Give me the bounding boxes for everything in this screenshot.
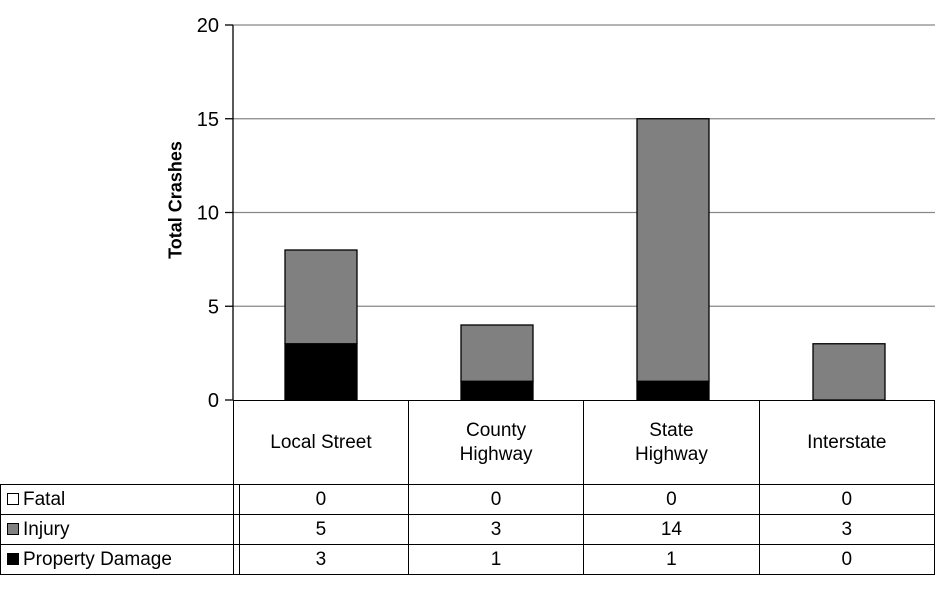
legend-row-property-damage: Property Damage bbox=[0, 544, 240, 575]
category-label-line: Highway bbox=[459, 443, 533, 465]
bar-injury bbox=[284, 249, 358, 345]
data-table-value: 3 bbox=[233, 544, 409, 575]
y-tick-label: 20 bbox=[197, 15, 219, 37]
legend-row-fatal: Fatal bbox=[0, 484, 240, 515]
legend-label: Fatal bbox=[23, 488, 66, 510]
bar-injury bbox=[812, 343, 886, 401]
category-label-line: Highway bbox=[634, 443, 708, 465]
bar-injury bbox=[460, 324, 534, 382]
y-tick-label: 0 bbox=[208, 390, 219, 412]
bar-injury bbox=[636, 118, 710, 382]
category-label: State Highway bbox=[583, 400, 760, 485]
category-label: Interstate bbox=[758, 400, 935, 485]
bar-property-damage bbox=[636, 380, 710, 401]
category-label-line: Local Street bbox=[270, 431, 372, 453]
data-table-value: 3 bbox=[407, 514, 585, 545]
data-table-value: 1 bbox=[407, 544, 585, 575]
bar-property-damage bbox=[460, 380, 534, 401]
category-label: Local Street bbox=[233, 400, 409, 485]
category-label-line: County bbox=[465, 419, 527, 441]
bar-property-damage bbox=[284, 343, 358, 401]
data-table-value: 0 bbox=[758, 484, 935, 515]
category-label: County Highway bbox=[407, 400, 585, 485]
legend-swatch bbox=[7, 552, 19, 565]
legend-row-injury: Injury bbox=[0, 514, 240, 545]
data-table-value: 0 bbox=[233, 484, 409, 515]
data-table-value: 3 bbox=[758, 514, 935, 545]
data-table-value: 1 bbox=[583, 544, 760, 575]
data-table: Local Street County Highway State Highway Int… bbox=[233, 400, 935, 575]
legend-label: Injury bbox=[23, 518, 70, 540]
data-table-value: 5 bbox=[233, 514, 409, 545]
legend-swatch bbox=[7, 492, 19, 505]
data-table-value: 0 bbox=[583, 484, 760, 515]
y-tick-label: 15 bbox=[197, 109, 219, 131]
y-tick-label: 5 bbox=[208, 296, 219, 318]
y-axis-label: Total Crashes bbox=[165, 141, 186, 259]
category-label-line: State bbox=[649, 419, 694, 441]
data-table-legend: Fatal Injury Property Damage bbox=[0, 484, 240, 575]
category-label-line: Interstate bbox=[807, 431, 887, 453]
y-tick-label: 10 bbox=[197, 203, 219, 225]
data-table-value: 14 bbox=[583, 514, 760, 545]
legend-label: Property Damage bbox=[23, 548, 172, 570]
legend-swatch bbox=[7, 522, 19, 535]
data-table-value: 0 bbox=[758, 544, 935, 575]
data-table-value: 0 bbox=[407, 484, 585, 515]
